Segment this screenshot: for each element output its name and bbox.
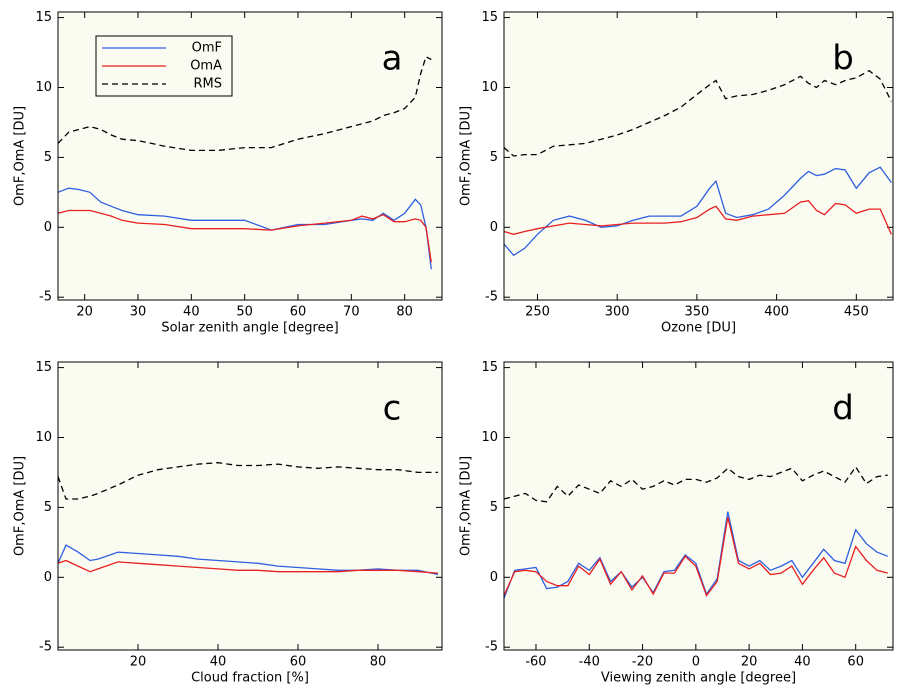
y-tick-label: 0 — [490, 220, 498, 235]
panel-letter: b — [832, 39, 854, 79]
plot-area — [504, 12, 893, 300]
x-tick-label: 50 — [236, 305, 253, 320]
series-line — [503, 199, 892, 235]
y-tick-label: -5 — [485, 290, 498, 305]
y-tick-label: 10 — [481, 430, 498, 445]
x-tick-label: 60 — [290, 655, 307, 670]
y-tick-label: 15 — [481, 360, 498, 375]
x-tick-label: 80 — [396, 305, 413, 320]
series-line — [57, 55, 432, 152]
x-tick-label: 0 — [692, 655, 700, 670]
x-tick-label: 250 — [525, 305, 550, 320]
plot-frame — [57, 361, 443, 651]
series-line — [503, 517, 888, 597]
y-tick-label: 10 — [35, 430, 52, 445]
series-line — [503, 465, 888, 503]
y-tick-label: 15 — [35, 10, 52, 25]
x-tick-label: 20 — [76, 305, 93, 320]
series-line — [57, 462, 438, 500]
x-tick-label: 40 — [794, 655, 811, 670]
y-tick-label: -5 — [39, 290, 52, 305]
panel-letter: a — [382, 39, 403, 79]
y-tick-label: -5 — [485, 640, 498, 655]
y-tick-label: 0 — [44, 220, 52, 235]
y-tick-label: 15 — [35, 360, 52, 375]
plot-frame — [57, 11, 443, 301]
x-axis-label: Ozone [DU] — [661, 321, 736, 336]
legend-label: OmF — [192, 41, 222, 56]
y-tick-label: -5 — [39, 640, 52, 655]
x-tick-label: 80 — [370, 655, 387, 670]
panel-letter: c — [383, 389, 402, 429]
x-tick-label: 300 — [605, 305, 630, 320]
x-tick-label: -20 — [632, 655, 653, 670]
x-tick-label: 350 — [684, 305, 709, 320]
x-tick-label: -60 — [525, 655, 546, 670]
x-tick-label: -40 — [579, 655, 600, 670]
x-tick-label: 70 — [343, 305, 360, 320]
x-tick-label: 40 — [183, 305, 200, 320]
x-tick-label: 20 — [741, 655, 758, 670]
y-tick-label: 10 — [481, 80, 498, 95]
x-tick-label: 30 — [130, 305, 147, 320]
x-tick-label: 450 — [844, 305, 869, 320]
y-axis-label: OmF,OmA [DU] — [13, 456, 28, 556]
panel-letter: d — [832, 389, 854, 429]
series-line — [57, 209, 432, 263]
series-line — [57, 559, 439, 574]
y-axis-label: OmF,OmA [DU] — [459, 106, 474, 206]
x-tick-label: 60 — [290, 305, 307, 320]
plot-frame — [503, 11, 894, 301]
x-tick-label: 400 — [764, 305, 789, 320]
plot-area — [58, 362, 442, 650]
plot-frame — [503, 361, 894, 651]
series-line — [503, 69, 892, 157]
y-axis-label: OmF,OmA [DU] — [13, 106, 28, 206]
y-tick-label: 5 — [490, 150, 498, 165]
y-tick-label: 0 — [44, 570, 52, 585]
x-tick-label: 40 — [210, 655, 227, 670]
series-line — [503, 166, 892, 257]
y-tick-label: 5 — [490, 500, 498, 515]
x-axis-label: Solar zenith angle [degree] — [161, 321, 338, 336]
x-tick-label: 20 — [130, 655, 147, 670]
y-tick-label: 15 — [481, 10, 498, 25]
series-line — [57, 544, 439, 576]
series-line — [503, 511, 888, 599]
x-axis-label: Cloud fraction [%] — [191, 671, 309, 686]
x-tick-label: 60 — [847, 655, 864, 670]
legend-label: OmA — [190, 59, 222, 74]
plot-area — [504, 362, 893, 650]
y-tick-label: 5 — [44, 500, 52, 515]
x-axis-label: Viewing zenith angle [degree] — [601, 671, 796, 686]
y-tick-label: 5 — [44, 150, 52, 165]
y-tick-label: 0 — [490, 570, 498, 585]
legend-label: RMS — [193, 77, 222, 92]
y-axis-label: OmF,OmA [DU] — [459, 456, 474, 556]
y-tick-label: 10 — [35, 80, 52, 95]
